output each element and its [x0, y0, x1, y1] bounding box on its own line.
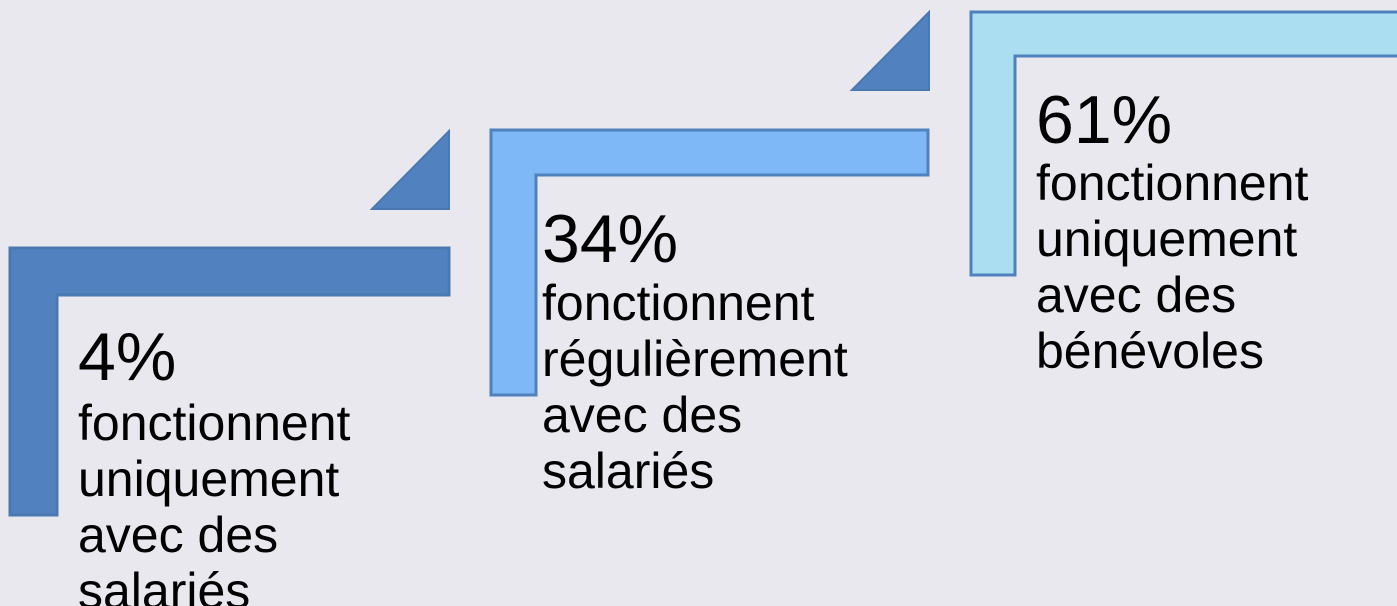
- step-text-line: avec des: [78, 507, 278, 563]
- step-text-line: salariés: [542, 443, 714, 499]
- step-text-line: bénévoles: [1036, 323, 1264, 379]
- step-text-line: avec des: [542, 387, 742, 443]
- step-percent: 4%: [78, 319, 176, 395]
- step-text-line: régulièrement: [542, 331, 848, 387]
- step-shape: [8, 246, 451, 517]
- step-text-line: uniquement: [78, 451, 339, 507]
- step-shape: [969, 10, 1397, 277]
- step-percent: 61%: [1036, 82, 1172, 158]
- step-text-line: fonctionnent: [78, 395, 351, 451]
- step-arrow: [849, 9, 930, 91]
- step-text-line: fonctionnent: [542, 275, 815, 331]
- step-text-line: avec des: [1036, 267, 1236, 323]
- step-text-line: uniquement: [1036, 211, 1297, 267]
- step-text-line: fonctionnent: [1036, 155, 1309, 211]
- step-percent: 34%: [542, 201, 678, 277]
- step-text-line: salariés: [78, 563, 250, 606]
- step-shape: [489, 128, 930, 397]
- step-arrow: [369, 128, 450, 210]
